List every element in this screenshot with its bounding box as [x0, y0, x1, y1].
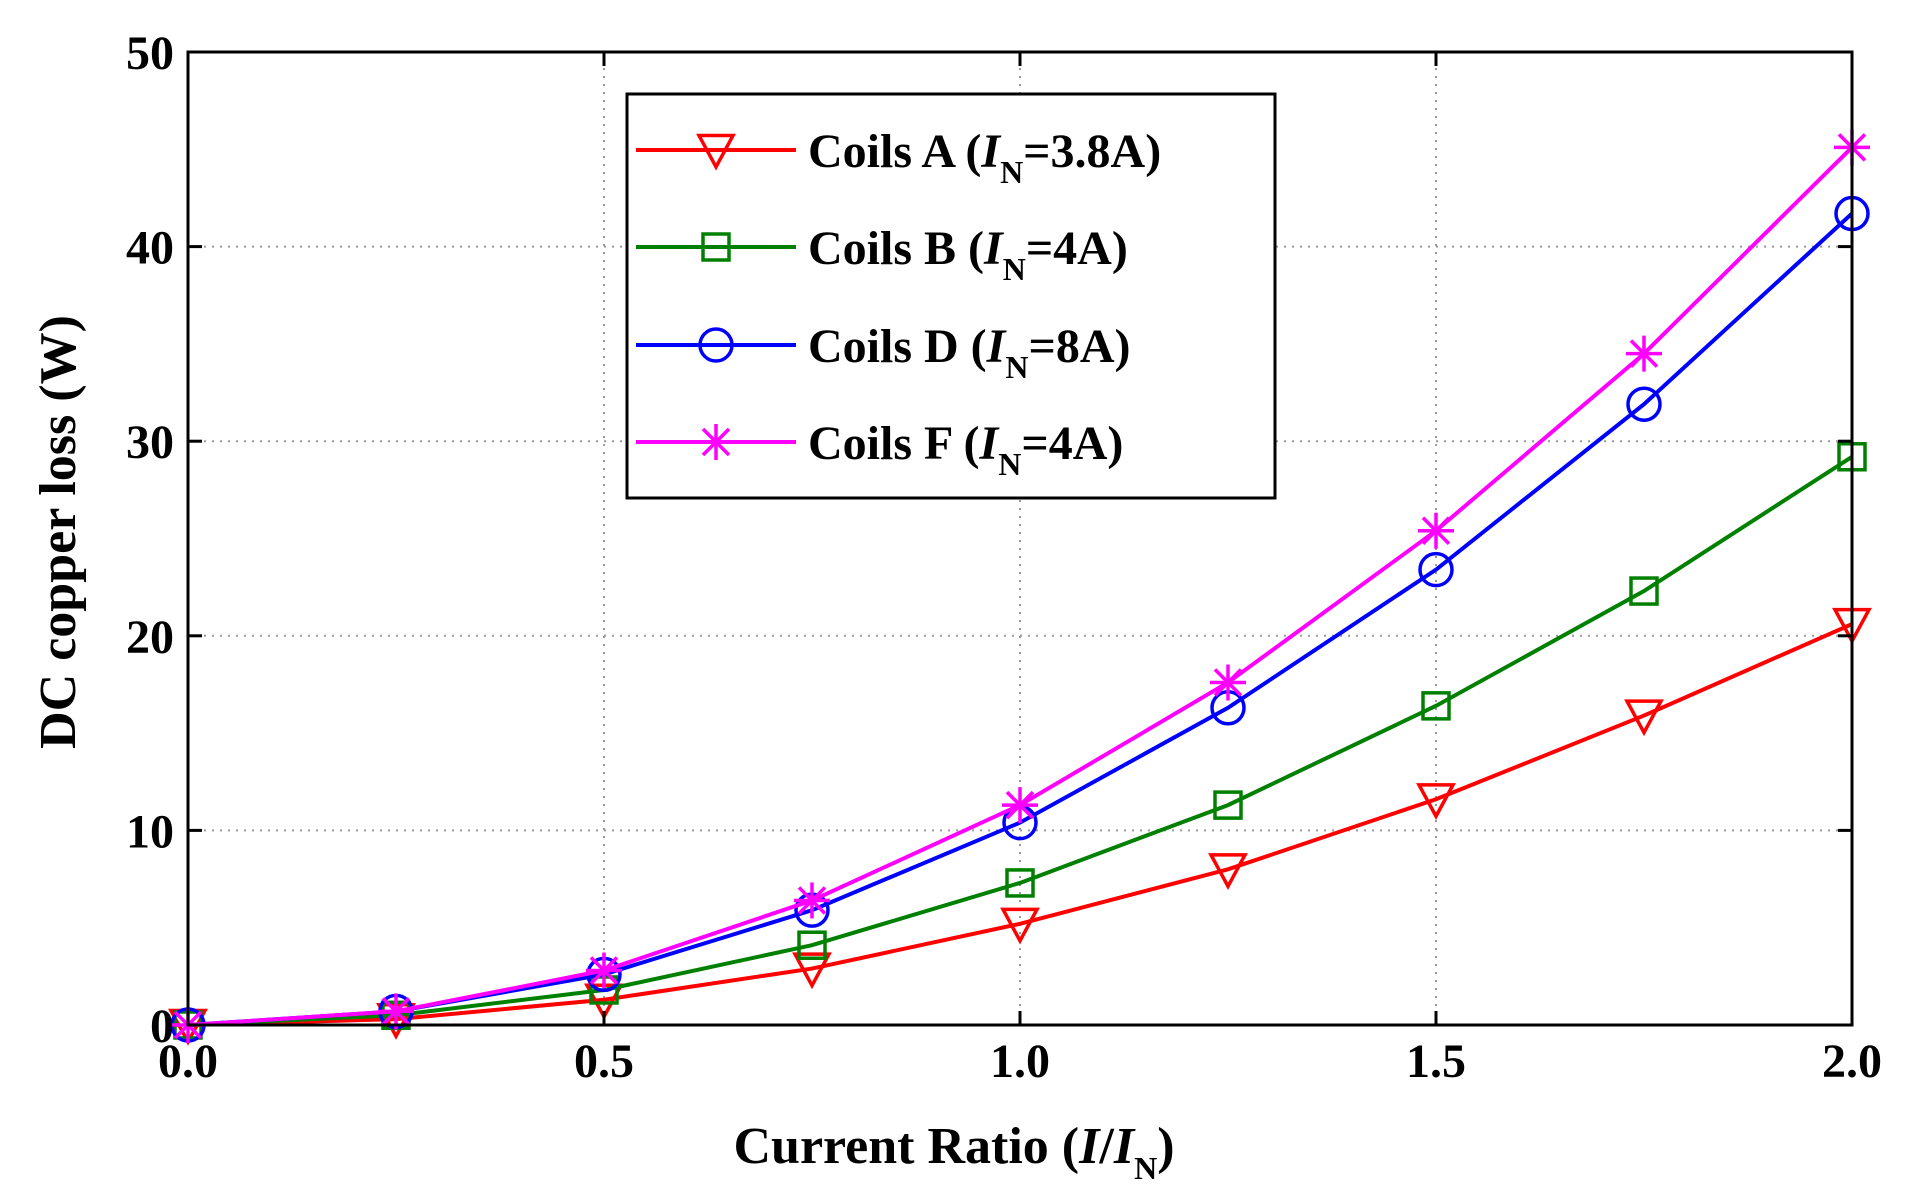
x-tick-label: 1.5 — [1406, 1035, 1466, 1088]
data-point-coils-f — [1002, 787, 1038, 824]
legend-label-coils-f: Coils F (IN=4A) — [808, 417, 1123, 482]
y-tick-label: 20 — [126, 611, 174, 664]
data-point-coils-a — [1416, 783, 1456, 820]
x-tick-label: 1.0 — [990, 1035, 1050, 1088]
data-point-coils-a — [1208, 853, 1248, 891]
series-line-coils-b — [187, 455, 1854, 1027]
data-point-coils-b — [1005, 868, 1035, 898]
y-tick-label: 0 — [150, 1000, 174, 1053]
legend-item-coils-f: Coils F (IN=4A) — [636, 417, 1123, 482]
data-point-coils-a — [792, 952, 832, 990]
data-point-coils-b — [1629, 576, 1659, 606]
data-point-coils-f — [586, 952, 622, 989]
legend-item-coils-a: Coils A (IN=3.8A) — [636, 125, 1161, 190]
x-tick-label: 0.5 — [574, 1035, 634, 1088]
legend-label-coils-a: Coils A (IN=3.8A) — [808, 125, 1161, 190]
y-tick-label: 10 — [126, 805, 174, 858]
data-point-coils-f — [378, 993, 414, 1030]
x-tick-label: 0.0 — [158, 1035, 218, 1088]
data-point-coils-b — [1421, 691, 1451, 721]
data-point-coils-b — [797, 930, 827, 960]
y-tick-label: 50 — [126, 27, 174, 80]
legend-label-coils-b: Coils B (IN=4A) — [808, 222, 1128, 287]
legend-item-coils-d: Coils D (IN=8A) — [636, 320, 1130, 385]
data-point-coils-f — [1418, 512, 1454, 549]
legend-box — [625, 92, 1277, 500]
legend-marker-coils-d — [698, 327, 734, 363]
series-line-coils-a — [187, 622, 1853, 1027]
data-point-coils-f — [1210, 664, 1246, 701]
legend-label-coils-d: Coils D (IN=8A) — [808, 320, 1130, 385]
series-coils-a — [168, 607, 1872, 1046]
series-layer — [168, 129, 1872, 1046]
legend-marker-coils-b — [701, 232, 731, 262]
data-point-coils-f — [794, 882, 830, 919]
y-tick-label: 30 — [126, 416, 174, 469]
legend-marker-coils-f — [698, 424, 734, 460]
data-point-coils-a — [1000, 907, 1040, 945]
y-axis-label: DC copper loss (W) — [30, 315, 87, 749]
x-axis-label: Current Ratio (I/IN) — [733, 1118, 1174, 1186]
data-point-coils-b — [1213, 790, 1243, 820]
data-point-coils-f — [1626, 335, 1662, 372]
y-tick-label: 40 — [126, 222, 174, 275]
data-point-coils-d — [1418, 551, 1454, 588]
data-point-coils-a — [1624, 699, 1664, 737]
legend-item-coils-b: Coils B (IN=4A) — [636, 222, 1128, 287]
data-point-coils-d — [1626, 386, 1662, 422]
axis-ticks: 0.0 0.5 1.0 1.5 2.0 0 10 20 30 40 50 — [126, 27, 1882, 1088]
legend: Coils A (IN=3.8A) Coils B (IN=4A) Coils D … — [625, 92, 1277, 500]
x-tick-label: 2.0 — [1822, 1035, 1882, 1088]
legend-marker-coils-a — [696, 133, 736, 171]
